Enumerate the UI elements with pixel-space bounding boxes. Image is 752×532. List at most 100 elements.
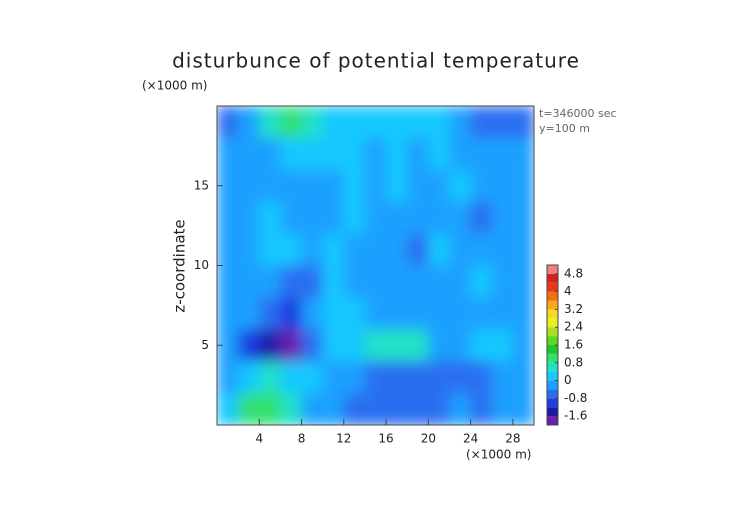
field-cell [491, 106, 514, 139]
colorbar-tick-label: 4.8 [564, 266, 583, 280]
colorbar-tick-label: -1.6 [564, 409, 587, 423]
field-cell [470, 137, 493, 171]
field-cell [470, 106, 493, 139]
field-cell [449, 265, 472, 298]
field-cell [491, 169, 514, 203]
x-tick-label: 28 [505, 432, 520, 446]
field-cell [449, 297, 472, 330]
field-cell [428, 169, 450, 203]
field-cell [280, 393, 303, 425]
colorbar-segment [547, 273, 558, 283]
field-cell [301, 233, 324, 266]
field-cell [322, 106, 345, 139]
field-cell [322, 297, 345, 330]
field-cell [470, 329, 493, 362]
field-cell [217, 265, 239, 298]
field-cell [470, 393, 493, 425]
field-cell [470, 297, 493, 330]
field-cell [407, 233, 429, 266]
colorbar-segment [547, 407, 558, 417]
colorbar-segment [547, 389, 558, 399]
x-unit-label: (×1000 m) [466, 448, 531, 462]
field-cell [512, 393, 534, 425]
colorbar-segment [547, 265, 558, 274]
x-tick-label: 4 [255, 432, 263, 446]
field-cell [301, 137, 324, 171]
field-cell [386, 137, 408, 171]
field-cell [301, 106, 324, 139]
field-cell [217, 297, 239, 330]
colorbar-segment [547, 380, 558, 390]
field-cell [491, 393, 514, 425]
field-cell [428, 265, 450, 298]
field-cell [259, 329, 281, 362]
field-cell [259, 265, 281, 298]
field-cell [217, 201, 239, 235]
colorbar-segment [547, 345, 558, 354]
field-cell [512, 265, 534, 298]
field-cell [428, 329, 450, 362]
field-cell [449, 137, 472, 171]
field-cell [217, 233, 239, 266]
field-cell [322, 265, 345, 298]
field-cell [280, 169, 303, 203]
field-cell [343, 137, 366, 171]
field-cell [407, 265, 429, 298]
field-cell [512, 201, 534, 235]
field-cell [301, 329, 324, 362]
field-cell [449, 169, 472, 203]
colorbar-tick-label: 2.4 [564, 320, 583, 334]
field-cell [280, 329, 303, 362]
annotation: t=346000 sec [539, 107, 617, 120]
field-cell [407, 297, 429, 330]
field-cell [238, 201, 260, 235]
field-cell [407, 329, 429, 362]
field-cell [449, 361, 472, 394]
field-cell [217, 106, 239, 139]
colorbar-segment [547, 416, 558, 425]
field-cell [364, 297, 387, 330]
axes: 4 8 12 16 20 24 28 5 10 15 -1.6 -0.8 0 0.8 1.6 2.4 3.2 4 4… [194, 105, 587, 446]
field-cell [322, 201, 345, 235]
field-cell [322, 233, 345, 266]
field-cell [386, 233, 408, 266]
field-cell [449, 329, 472, 362]
y-tick-label: 5 [201, 338, 209, 352]
field-cell [470, 233, 493, 266]
field-cell [428, 393, 450, 425]
field-cell [407, 137, 429, 171]
colorbar-segment [547, 336, 558, 345]
field-cell [364, 169, 387, 203]
x-tick-label: 20 [421, 432, 436, 446]
field-cell [217, 361, 239, 394]
x-tick-label: 8 [298, 432, 306, 446]
colorbar-tick-label: 3.2 [564, 302, 583, 316]
field-cell [512, 297, 534, 330]
field-cell [238, 361, 260, 394]
field-cell [322, 361, 345, 394]
x-tick-label: 12 [336, 432, 351, 446]
field-cell [238, 265, 260, 298]
field-cell [259, 137, 281, 171]
field-cell [428, 201, 450, 235]
x-tick-label: 24 [463, 432, 478, 446]
field-cell [238, 393, 260, 425]
field-cell [449, 106, 472, 139]
field-cell [238, 137, 260, 171]
field-cell [259, 169, 281, 203]
field-cell [407, 106, 429, 139]
field-cell [259, 233, 281, 266]
field-cell [364, 329, 387, 362]
field-cell [364, 393, 387, 425]
field-cell [301, 169, 324, 203]
field-cell [259, 106, 281, 139]
field-cell [386, 393, 408, 425]
field-cell [259, 361, 281, 394]
field-cell [491, 233, 514, 266]
field-cell [428, 233, 450, 266]
field-cell [343, 393, 366, 425]
field-cell [259, 201, 281, 235]
field-cell [364, 201, 387, 235]
field-cell [428, 106, 450, 139]
